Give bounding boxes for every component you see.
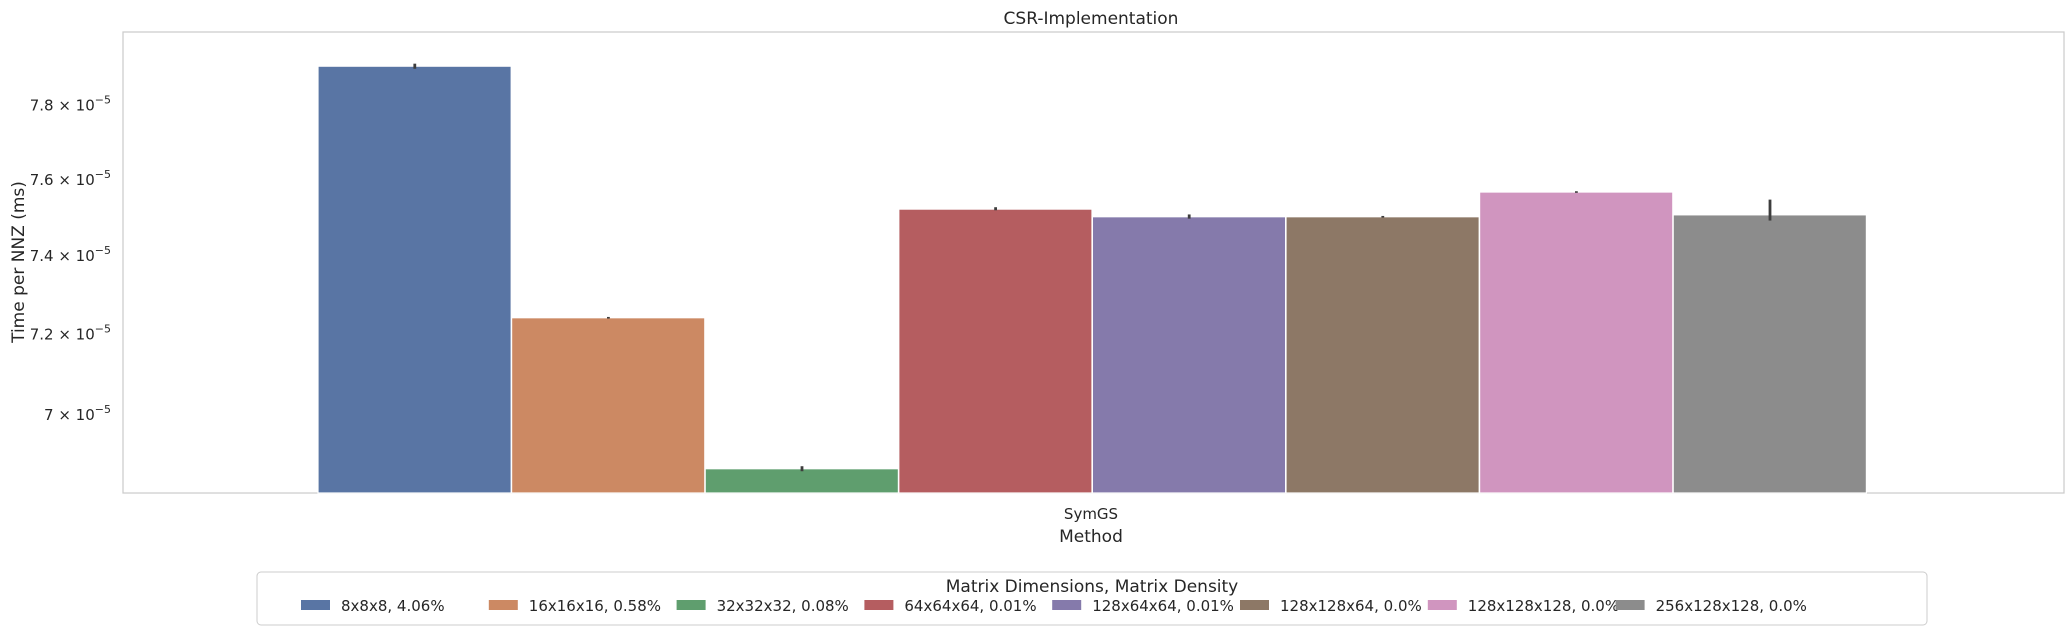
y-tick-label: 7 × 10−5	[44, 403, 111, 424]
legend-label: 8x8x8, 4.06%	[341, 597, 445, 615]
y-tick-exponent: −5	[95, 168, 111, 181]
y-axis-label: Time per NNZ (ms)	[9, 181, 29, 344]
legend-label: 256x128x128, 0.0%	[1656, 597, 1807, 615]
legend-frame	[256, 571, 1928, 626]
y-tick-mantissa: 7.4	[30, 247, 54, 265]
legend-label: 128x128x64, 0.0%	[1280, 597, 1422, 615]
y-tick-exponent: −5	[95, 244, 111, 257]
bar	[1091, 216, 1287, 494]
bar	[1285, 216, 1480, 494]
x-axis-label: Method	[1059, 527, 1123, 547]
bar	[317, 65, 512, 494]
x-axis-categories: SymGS	[1064, 505, 1118, 523]
bar	[1672, 214, 1867, 494]
y-tick-mantissa: 7.2	[30, 326, 54, 344]
y-tick-label: 7.2 × 10−5	[30, 323, 111, 344]
legend-swatch	[488, 600, 518, 610]
bars	[317, 65, 1867, 494]
legend-swatch	[1240, 600, 1269, 610]
legend-swatch	[676, 600, 706, 610]
y-axis-ticks: 7 × 10−57.2 × 10−57.4 × 10−57.6 × 10−57.…	[30, 93, 111, 424]
legend-title: Matrix Dimensions, Matrix Density	[946, 577, 1239, 597]
bar	[704, 468, 900, 494]
y-tick-mantissa: 7.8	[30, 96, 54, 114]
bar	[511, 317, 706, 494]
y-tick-mantissa: 7.6	[30, 171, 54, 189]
legend-swatch	[864, 600, 894, 610]
y-tick-mantissa: 7	[44, 406, 54, 424]
legend-label: 32x32x32, 0.08%	[717, 597, 849, 615]
legend-label: 128x64x64, 0.01%	[1092, 597, 1234, 615]
legend-label: 16x16x16, 0.58%	[529, 597, 661, 615]
legend-swatch	[1427, 600, 1457, 610]
y-tick-label: 7.4 × 10−5	[30, 244, 111, 265]
bar	[898, 208, 1093, 494]
y-tick-exponent: −5	[95, 93, 111, 106]
legend-label: 64x64x64, 0.01%	[904, 597, 1036, 615]
bar	[1478, 191, 1674, 494]
y-tick-label: 7.8 × 10−5	[30, 93, 111, 114]
legend: Matrix Dimensions, Matrix Density 8x8x8,…	[256, 571, 1928, 626]
legend-items: 8x8x8, 4.06% 16x16x16, 0.58% 32x32x32, 0.0…	[301, 597, 1807, 615]
y-tick-label: 7.6 × 10−5	[30, 168, 111, 189]
x-tick-label: SymGS	[1064, 505, 1118, 523]
y-tick-exponent: −5	[95, 403, 111, 416]
chart-title: CSR-Implementation	[1004, 9, 1179, 29]
error-bars	[413, 63, 1772, 472]
legend-swatch	[301, 600, 330, 610]
legend-swatch	[1615, 600, 1645, 610]
legend-label: 128x128x128, 0.0%	[1468, 597, 1619, 615]
y-tick-exponent: −5	[95, 323, 111, 336]
legend-swatch	[1052, 600, 1082, 610]
